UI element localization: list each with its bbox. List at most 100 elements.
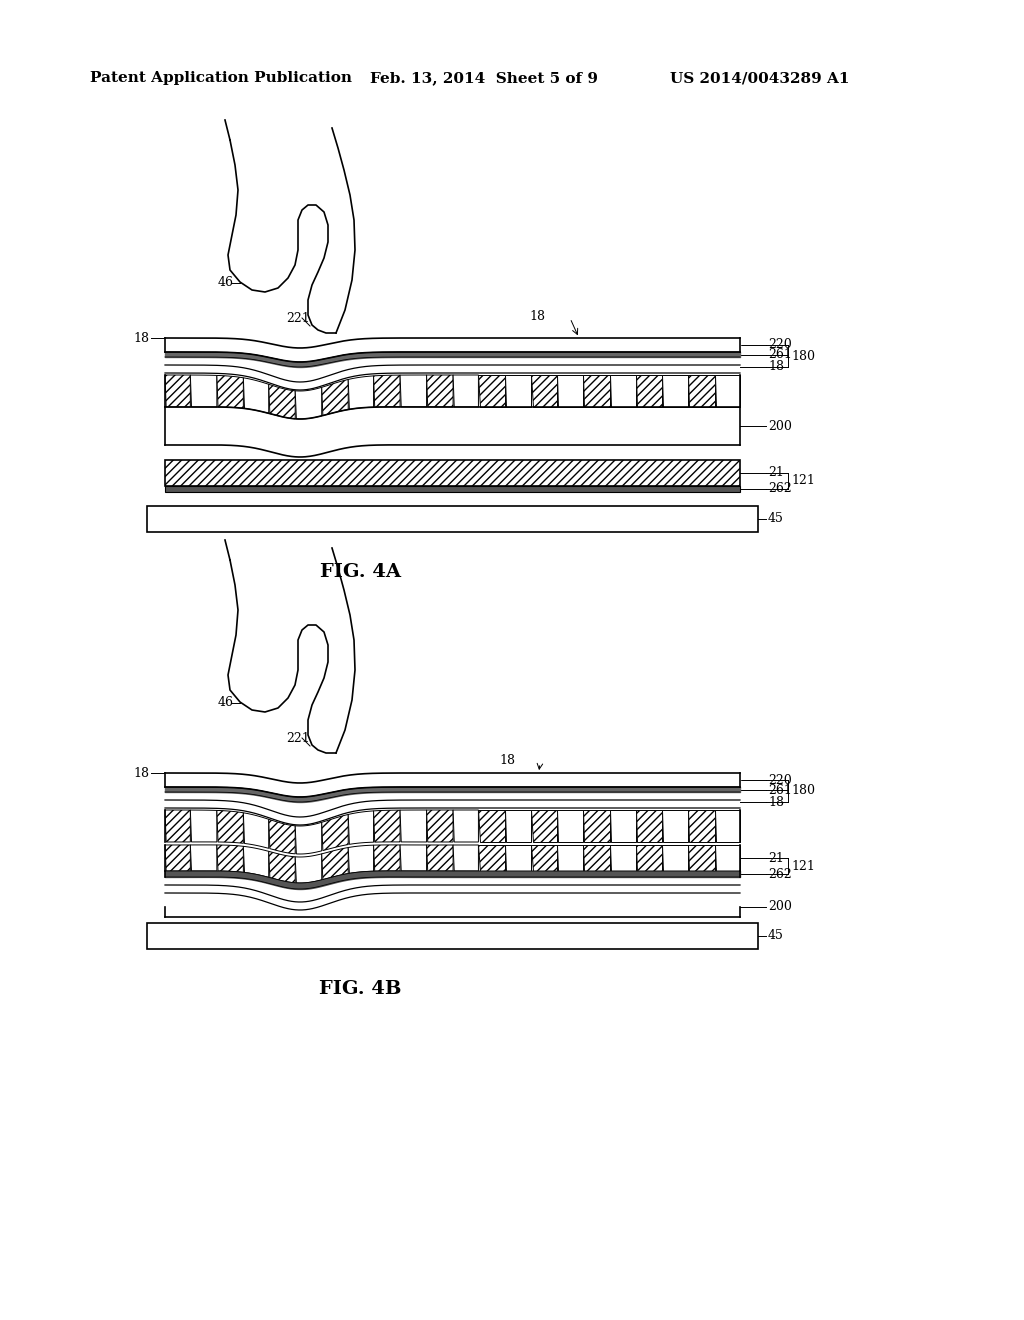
Polygon shape (662, 375, 688, 407)
Polygon shape (427, 845, 453, 871)
Polygon shape (505, 375, 531, 407)
Polygon shape (715, 845, 740, 871)
Polygon shape (636, 845, 662, 871)
Polygon shape (217, 845, 244, 873)
Polygon shape (268, 851, 295, 883)
Bar (147, 923, 758, 949)
Text: 18: 18 (133, 331, 150, 345)
Polygon shape (244, 846, 268, 878)
Text: 18: 18 (133, 767, 150, 780)
Text: 18: 18 (529, 309, 545, 322)
Text: 200: 200 (768, 900, 792, 913)
Text: 221: 221 (286, 312, 309, 325)
Polygon shape (557, 375, 584, 407)
Polygon shape (478, 810, 505, 842)
Polygon shape (348, 845, 374, 874)
Polygon shape (715, 810, 740, 842)
Polygon shape (584, 375, 609, 407)
Polygon shape (531, 810, 557, 842)
Polygon shape (636, 375, 662, 407)
Text: 180: 180 (791, 350, 815, 363)
Polygon shape (427, 810, 453, 842)
Polygon shape (478, 845, 505, 871)
Polygon shape (453, 845, 478, 871)
Polygon shape (217, 375, 244, 408)
Text: 180: 180 (791, 784, 815, 797)
Text: 45: 45 (768, 512, 784, 525)
Text: 46: 46 (218, 697, 234, 710)
Polygon shape (505, 810, 531, 842)
Polygon shape (688, 810, 715, 842)
Polygon shape (715, 375, 740, 407)
Polygon shape (322, 814, 348, 850)
Text: 261: 261 (768, 784, 792, 796)
Polygon shape (190, 810, 217, 842)
Polygon shape (268, 384, 295, 418)
Polygon shape (190, 375, 217, 407)
Polygon shape (322, 379, 348, 416)
Polygon shape (244, 813, 268, 849)
Polygon shape (688, 375, 715, 407)
Polygon shape (400, 810, 427, 842)
Polygon shape (374, 810, 400, 842)
Polygon shape (531, 845, 557, 871)
Polygon shape (584, 810, 609, 842)
Text: FIG. 4B: FIG. 4B (318, 979, 401, 998)
Polygon shape (609, 375, 636, 407)
Polygon shape (165, 375, 190, 407)
Polygon shape (322, 847, 348, 879)
Polygon shape (662, 845, 688, 871)
Text: US 2014/0043289 A1: US 2014/0043289 A1 (670, 71, 850, 84)
Polygon shape (427, 375, 453, 407)
Polygon shape (165, 845, 190, 871)
Polygon shape (268, 820, 295, 854)
Text: 261: 261 (768, 348, 792, 362)
Text: 18: 18 (499, 755, 515, 767)
Text: 46: 46 (218, 276, 234, 289)
Polygon shape (295, 822, 322, 854)
Text: 121: 121 (791, 859, 815, 873)
Text: 121: 121 (791, 474, 815, 487)
Text: Patent Application Publication: Patent Application Publication (90, 71, 352, 84)
Polygon shape (505, 845, 531, 871)
Polygon shape (400, 375, 427, 407)
Polygon shape (453, 810, 478, 842)
Text: 45: 45 (768, 929, 784, 942)
Text: 18: 18 (768, 360, 784, 374)
Polygon shape (295, 854, 322, 883)
Polygon shape (244, 378, 268, 413)
Polygon shape (190, 845, 217, 871)
Polygon shape (165, 810, 190, 842)
Bar (165, 459, 740, 486)
Text: 200: 200 (768, 420, 792, 433)
Polygon shape (348, 810, 374, 845)
Text: 220: 220 (768, 338, 792, 351)
Text: FIG. 4A: FIG. 4A (319, 564, 400, 581)
Polygon shape (478, 375, 505, 407)
Polygon shape (636, 810, 662, 842)
Text: 21: 21 (768, 466, 784, 479)
Polygon shape (374, 375, 400, 407)
Text: 21: 21 (768, 851, 784, 865)
Bar (147, 506, 758, 532)
Polygon shape (662, 810, 688, 842)
Text: 18: 18 (768, 796, 784, 808)
Polygon shape (348, 376, 374, 409)
Polygon shape (453, 375, 478, 407)
Polygon shape (531, 375, 557, 407)
Polygon shape (557, 845, 584, 871)
Polygon shape (609, 845, 636, 871)
Polygon shape (584, 845, 609, 871)
Polygon shape (374, 845, 400, 871)
Polygon shape (400, 845, 427, 871)
Text: 220: 220 (768, 774, 792, 787)
Text: 221: 221 (286, 731, 309, 744)
Text: Feb. 13, 2014  Sheet 5 of 9: Feb. 13, 2014 Sheet 5 of 9 (370, 71, 598, 84)
Bar (165, 486, 740, 492)
Polygon shape (557, 810, 584, 842)
Polygon shape (295, 387, 322, 418)
Polygon shape (609, 810, 636, 842)
Polygon shape (688, 845, 715, 871)
Polygon shape (217, 810, 244, 843)
Text: 262: 262 (768, 867, 792, 880)
